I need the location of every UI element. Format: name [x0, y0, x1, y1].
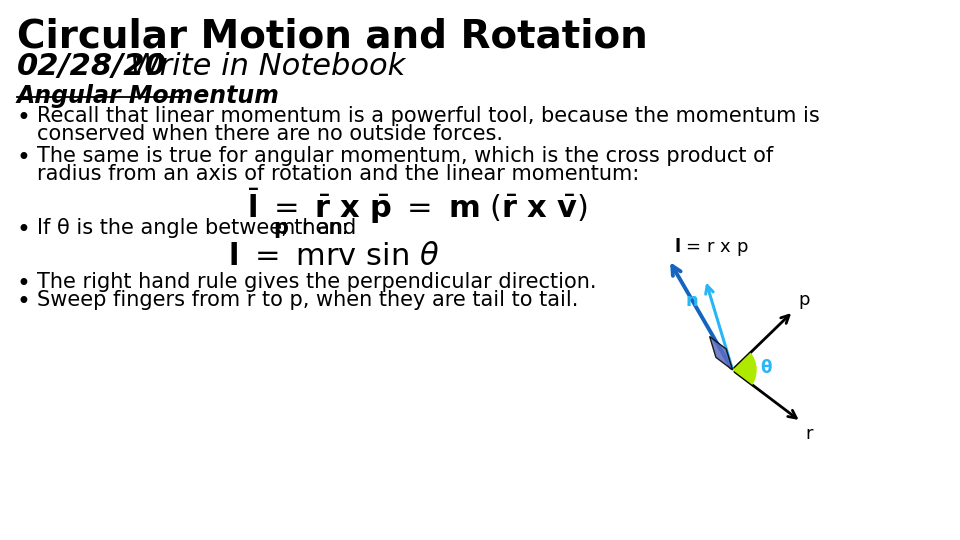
Text: •: •	[16, 146, 31, 170]
Text: The right hand rule gives the perpendicular direction.: The right hand rule gives the perpendicu…	[37, 272, 596, 292]
Text: $\bar{\mathbf{l}}\ =\ \bar{\mathbf{r}}\ \mathbf{x}\ \bar{\mathbf{p}}\ =\ \mathbf: $\bar{\mathbf{l}}\ =\ \bar{\mathbf{r}}\ …	[247, 187, 588, 226]
Polygon shape	[709, 336, 732, 370]
Text: θ: θ	[760, 359, 772, 377]
Text: n: n	[685, 292, 698, 309]
Text: •: •	[16, 290, 31, 314]
Text: $\mathbf{l}\ =\ \mathrm{mrv\ sin}\ \theta$: $\mathbf{l}\ =\ \mathrm{mrv\ sin}\ \thet…	[228, 242, 440, 271]
Text: p: p	[798, 291, 809, 309]
Text: Recall that linear momentum is a powerful tool, because the momentum is: Recall that linear momentum is a powerfu…	[37, 106, 820, 126]
Text: p: p	[274, 218, 289, 238]
Text: Circular Motion and Rotation: Circular Motion and Rotation	[16, 18, 647, 56]
Text: •: •	[16, 272, 31, 296]
Wedge shape	[732, 353, 756, 385]
Text: If θ is the angle between r and: If θ is the angle between r and	[37, 218, 363, 238]
Text: •: •	[16, 106, 31, 130]
Text: Write in Notebook: Write in Notebook	[130, 52, 405, 81]
Text: r: r	[805, 424, 813, 443]
Text: Angular Momentum: Angular Momentum	[16, 84, 279, 108]
Text: radius from an axis of rotation and the linear momentum:: radius from an axis of rotation and the …	[37, 164, 639, 184]
Text: The same is true for angular momentum, which is the cross product of: The same is true for angular momentum, w…	[37, 146, 774, 166]
Text: •: •	[16, 218, 31, 242]
Text: conserved when there are no outside forces.: conserved when there are no outside forc…	[37, 124, 503, 144]
Text: Sweep fingers from r to p, when they are tail to tail.: Sweep fingers from r to p, when they are…	[37, 290, 579, 310]
Text: , then:: , then:	[281, 218, 348, 238]
Text: $\mathbf{l}$ = r x p: $\mathbf{l}$ = r x p	[674, 236, 749, 258]
Text: 02/28/20: 02/28/20	[16, 52, 166, 81]
